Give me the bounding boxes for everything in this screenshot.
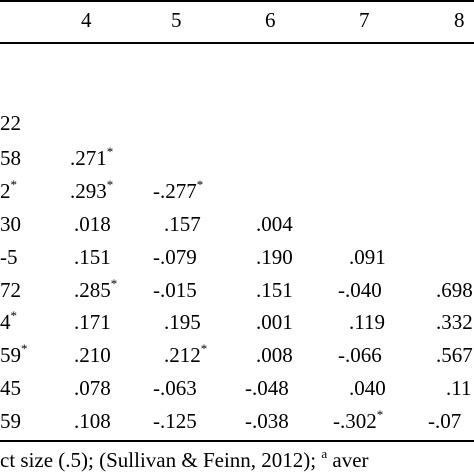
header-col-6: 6 xyxy=(265,8,276,32)
cell-r3-c6: .004 xyxy=(256,212,293,236)
cell-r5-c8: .698 xyxy=(436,278,473,302)
cell-r6-c5: .195 xyxy=(164,310,201,334)
cell-r9-c6: -.038 xyxy=(245,409,289,433)
cell-r8-c6: -.048 xyxy=(245,376,289,400)
header-col-4: 4 xyxy=(81,8,92,32)
cell-r9-c5: -.125 xyxy=(153,409,197,433)
cell-r2-c4: .293* xyxy=(70,177,114,203)
cell-r7-c6: .008 xyxy=(256,343,293,367)
cell-r4-c4: .151 xyxy=(74,245,111,269)
header-col-8: 8 xyxy=(454,8,465,32)
table-footnote: ct size (.5); (Sullivan & Feinn, 2012); … xyxy=(0,446,369,472)
header-col-7: 7 xyxy=(359,8,370,32)
cell-r8-c5: -.063 xyxy=(153,376,197,400)
cell-r6-c6: .001 xyxy=(256,310,293,334)
cell-r3-c5: .157 xyxy=(164,212,201,236)
cell-r4-c5: -.079 xyxy=(153,245,197,269)
cell-r4-c6: .190 xyxy=(256,245,293,269)
cell-r7-c7: -.066 xyxy=(338,343,382,367)
cell-r5-c4: .285* xyxy=(74,276,118,302)
header-rule xyxy=(0,42,474,44)
cell-r2-c5: -.277* xyxy=(153,177,204,203)
cell-r5-c5: -.015 xyxy=(153,278,197,302)
cell-r3-c4: .018 xyxy=(74,212,111,236)
cell-r9-c7: -.302* xyxy=(333,407,384,433)
header-col-5: 5 xyxy=(171,8,182,32)
table-bottom-rule xyxy=(0,440,474,442)
cell-r8-c3: 45 xyxy=(0,376,21,400)
cell-r7-c8: .567 xyxy=(436,343,473,367)
cell-r1-c4: .271* xyxy=(70,144,114,170)
cell-r3-c3: 30 xyxy=(0,212,21,236)
cell-r9-c8: -.07 xyxy=(428,409,462,433)
cell-r5-c3: 72 xyxy=(0,278,21,302)
table-top-rule xyxy=(0,0,474,2)
cell-r6-c3: 4* xyxy=(0,308,17,334)
cell-r8-c8: .11 xyxy=(446,376,472,400)
cell-r2-c3: 2* xyxy=(0,177,17,203)
cell-r1-c3: 58 xyxy=(0,146,21,170)
cell-r7-c3: 59* xyxy=(0,341,28,367)
cell-r9-c4: .108 xyxy=(74,409,111,433)
cell-r5-c6: .151 xyxy=(256,278,293,302)
cell-r7-c4: .210 xyxy=(74,343,111,367)
cell-r6-c7: .119 xyxy=(349,310,385,334)
cell-r6-c4: .171 xyxy=(74,310,111,334)
cell-r5-c7: -.040 xyxy=(338,278,382,302)
cell-r8-c7: .040 xyxy=(349,376,386,400)
cell-r4-c3: -5 xyxy=(0,245,18,269)
cell-r8-c4: .078 xyxy=(74,376,111,400)
cell-r7-c5: .212* xyxy=(164,341,208,367)
cell-r4-c7: .091 xyxy=(349,245,386,269)
cell-r6-c8: .332 xyxy=(436,310,473,334)
cell-r9-c3: 59 xyxy=(0,409,21,433)
cell-r0-c3: 22 xyxy=(0,111,21,135)
